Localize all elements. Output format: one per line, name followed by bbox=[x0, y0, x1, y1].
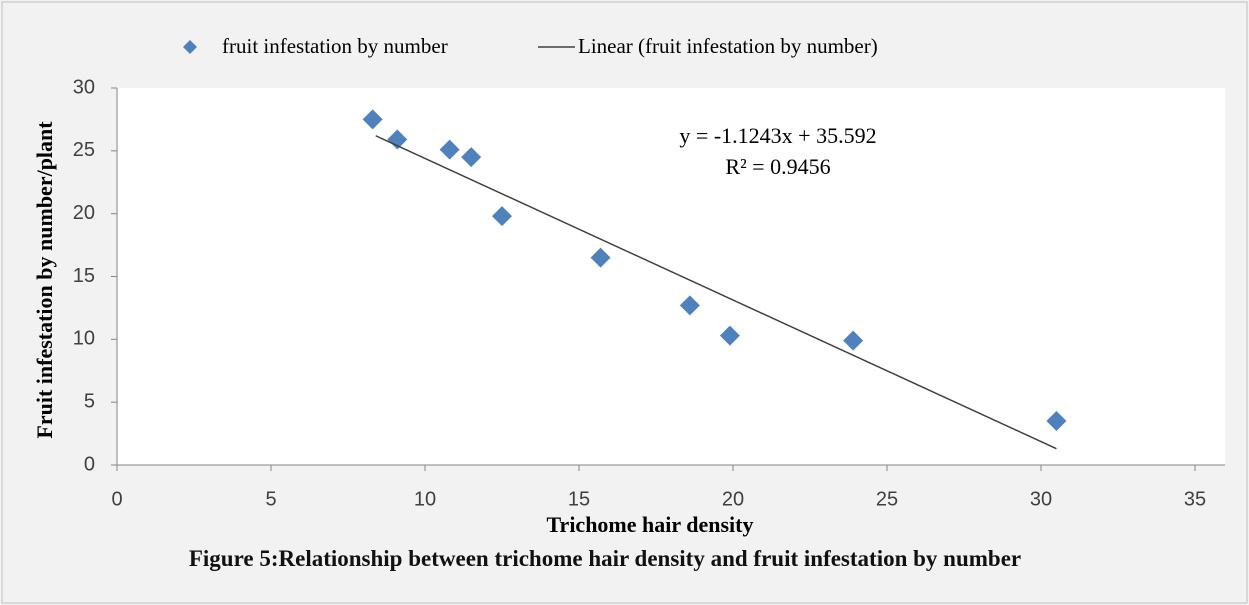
data-point bbox=[461, 147, 482, 168]
y-tick-label: 15 bbox=[73, 265, 95, 287]
plot-area bbox=[117, 88, 1225, 465]
data-point bbox=[1046, 411, 1067, 432]
legend-label: Linear (fruit infestation by number) bbox=[578, 34, 878, 58]
data-point bbox=[439, 139, 460, 160]
data-point bbox=[492, 206, 512, 227]
legend-label: fruit infestation by number bbox=[222, 34, 448, 58]
legend-marker bbox=[183, 40, 197, 54]
y-tick-label: 20 bbox=[73, 202, 95, 224]
data-point bbox=[590, 247, 611, 268]
y-tick-label: 30 bbox=[73, 76, 95, 98]
x-tick-label: 0 bbox=[111, 488, 122, 510]
data-point bbox=[362, 109, 383, 130]
y-axis-label: Fruit infestation by number/plant bbox=[32, 121, 57, 439]
data-point bbox=[679, 295, 700, 316]
x-tick-label: 10 bbox=[414, 488, 436, 510]
figure-caption: Figure 5:Relationship between trichome h… bbox=[188, 546, 1022, 571]
y-tick-label: 5 bbox=[84, 390, 95, 412]
trendline bbox=[375, 135, 1057, 450]
data-point bbox=[387, 129, 408, 150]
data-point bbox=[843, 330, 864, 351]
equation: y = -1.1243x + 35.592 bbox=[679, 123, 876, 148]
x-tick-label: 15 bbox=[568, 488, 590, 510]
r-squared: R² = 0.9456 bbox=[725, 154, 830, 179]
x-tick-label: 30 bbox=[1030, 488, 1052, 510]
x-axis-label: Trichome hair density bbox=[547, 512, 754, 537]
x-tick-label: 20 bbox=[722, 488, 744, 510]
y-tick-label: 0 bbox=[84, 453, 95, 475]
x-tick-label: 5 bbox=[265, 488, 276, 510]
data-point bbox=[719, 325, 740, 346]
x-tick-label: 25 bbox=[876, 488, 898, 510]
x-tick-label: 35 bbox=[1184, 488, 1206, 510]
y-tick-label: 10 bbox=[73, 328, 95, 350]
y-tick-label: 25 bbox=[73, 139, 95, 161]
